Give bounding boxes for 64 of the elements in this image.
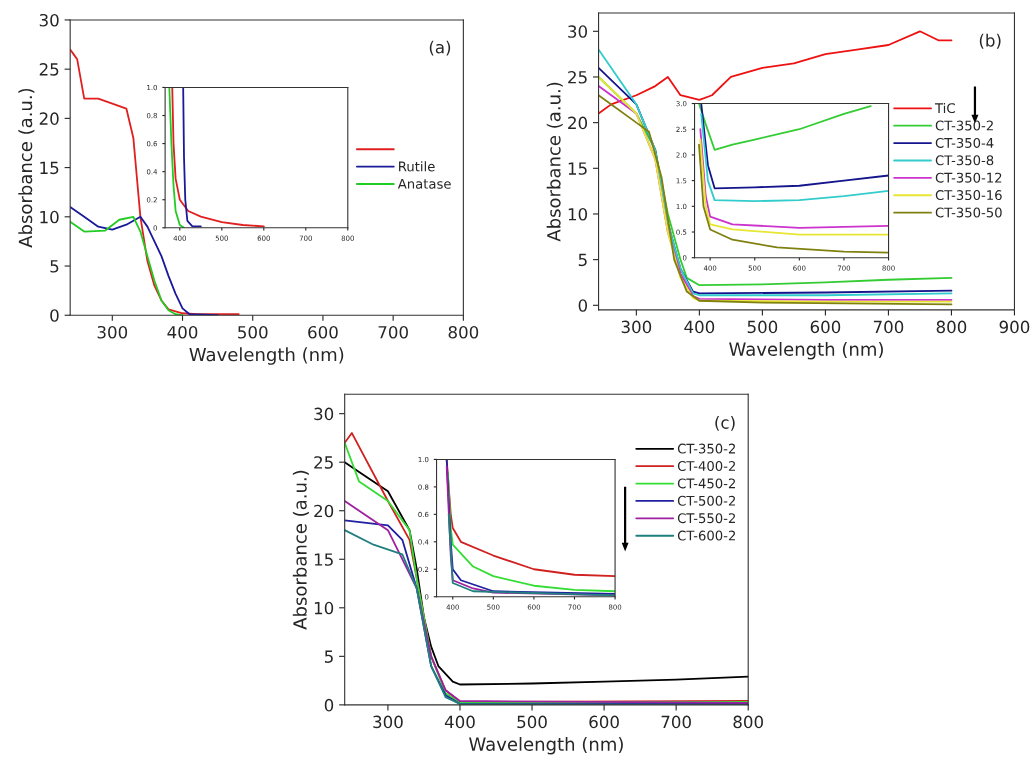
x-tick-label: 300 [97, 325, 128, 339]
y-tick-label: 20 [39, 112, 59, 125]
y-tick-label: 10 [568, 207, 588, 221]
y-tick-label: 5 [578, 253, 587, 267]
y-tick-label: 30 [314, 407, 334, 421]
x-tick-label: 800 [936, 320, 967, 334]
x-tick-label: 600 [589, 715, 619, 729]
x-tick-label: 300 [373, 715, 403, 729]
x-tick-label: 700 [661, 715, 691, 729]
x-axis-title: Wavelength (nm) [189, 347, 344, 365]
y-tick-label: 0 [50, 309, 59, 322]
x-tick-label: 900 [999, 320, 1030, 334]
x-tick-label: 600 [308, 325, 338, 339]
x-tick-label: 500 [517, 715, 547, 729]
legend-label: CT-350-12 [935, 172, 1002, 183]
x-tick-label: 400 [167, 325, 198, 339]
y-tick-label: 25 [39, 63, 59, 76]
x-tick-label: 800 [448, 325, 479, 339]
legend-label: CT-400-2 [677, 461, 735, 471]
y-tick-label: 10 [40, 210, 59, 224]
y-tick-label: 5 [324, 650, 333, 663]
x-tick-label: 600 [810, 320, 841, 334]
y-tick-label: 30 [568, 25, 588, 38]
legend-label: CT-350-4 [935, 137, 994, 148]
y-axis-title: Absorbance (a.u.) [18, 88, 35, 248]
y-tick-label: 15 [568, 162, 587, 175]
legend-label: Rutile [399, 161, 435, 172]
y-tick-label: 15 [314, 553, 333, 566]
y-tick-label: 20 [568, 116, 588, 130]
legend-label: CT-350-2 [677, 443, 735, 454]
y-tick-label: 5 [50, 260, 59, 273]
y-tick-label: 20 [314, 504, 334, 518]
legend-label: CT-350-50 [935, 207, 1002, 218]
legend-label: Anatase [397, 179, 451, 189]
legend-label: CT-550-2 [677, 513, 735, 524]
legend-label: CT-350-2 [935, 120, 993, 131]
legend-label: CT-350-8 [935, 155, 994, 166]
annotation: (c) [715, 416, 735, 431]
y-tick-label: 25 [314, 456, 333, 469]
x-tick-label: 500 [238, 325, 268, 339]
x-tick-label: 700 [873, 320, 904, 334]
legend-label: TiC [934, 102, 955, 114]
x-axis-title: Wavelength (nm) [729, 341, 883, 360]
legend-label: CT-500-2 [677, 495, 735, 506]
y-axis-title: Absorbance (a.u.) [546, 82, 563, 242]
y-tick-label: 25 [568, 70, 587, 84]
x-tick-label: 400 [444, 715, 475, 729]
y-tick-label: 10 [314, 601, 334, 615]
legend-label: CT-350-16 [935, 190, 1002, 201]
y-tick-label: 15 [40, 161, 59, 175]
y-axis-title: Absorbance (a.u.) [292, 470, 309, 630]
y-tick-label: 0 [578, 299, 588, 312]
annotation: (b) [979, 33, 1001, 49]
x-tick-label: 400 [684, 320, 715, 334]
legend-label: CT-600-2 [677, 530, 735, 541]
x-tick-label: 500 [747, 320, 778, 334]
x-tick-label: 700 [378, 325, 408, 339]
y-tick-label: 0 [324, 698, 334, 712]
x-tick-label: 300 [621, 320, 652, 334]
annotation: (a) [429, 40, 451, 56]
legend-label: CT-450-2 [677, 478, 735, 489]
x-axis-title: Wavelength (nm) [469, 736, 623, 755]
x-tick-label: 800 [733, 715, 763, 729]
y-tick-label: 30 [39, 13, 59, 27]
